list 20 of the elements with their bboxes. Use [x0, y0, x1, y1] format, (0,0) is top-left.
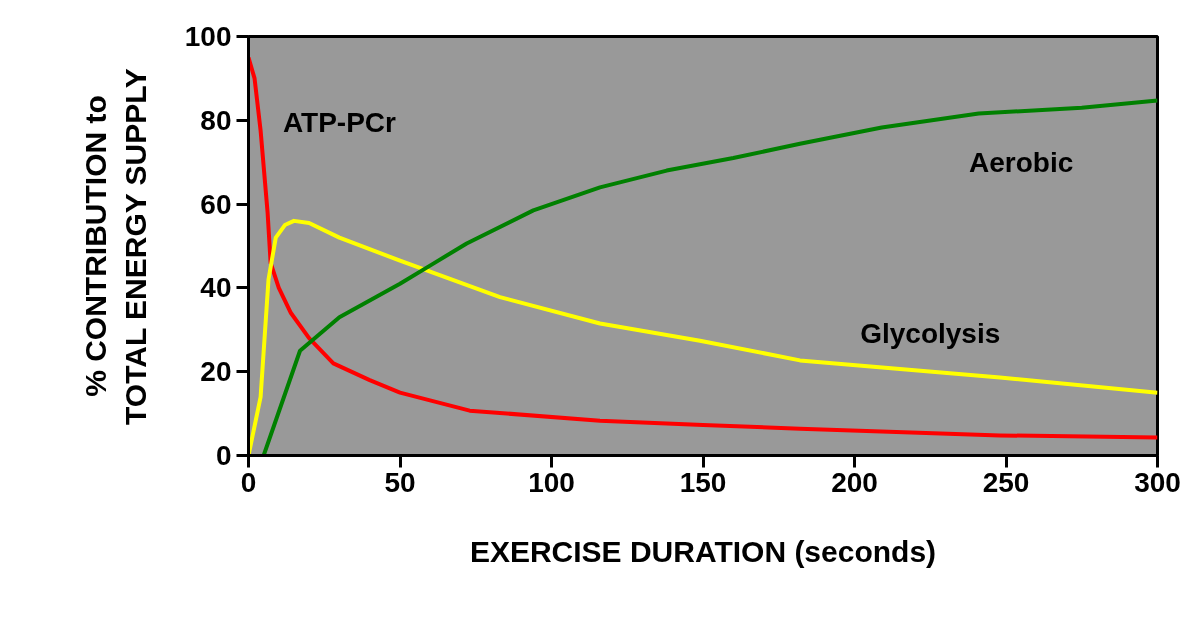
y-tick-label: 100 — [184, 21, 232, 52]
x-tick-label: 300 — [1134, 466, 1181, 498]
line-series — [248, 55, 1158, 440]
series-label: Glycolysis — [860, 318, 1001, 350]
x-tick-label: 150 — [679, 466, 727, 498]
series-label: Aerobic — [969, 146, 1074, 178]
x-axis-title: EXERCISE DURATION (seconds) — [469, 534, 937, 568]
x-tick-label: 200 — [831, 466, 878, 498]
y-tick-label: 80 — [200, 104, 232, 136]
series-label: ATP-PCr — [282, 106, 397, 138]
y-tick-label: 0 — [215, 440, 232, 471]
x-tick-label: 0 — [240, 466, 257, 498]
line-series — [261, 98, 1158, 456]
x-tick-label: 50 — [384, 466, 416, 498]
x-tick-label: 250 — [982, 466, 1030, 498]
y-axis-title: % CONTRIBUTION to TOTAL ENERGY SUPPLY — [79, 68, 152, 425]
y-tick-label: 60 — [200, 188, 232, 220]
y-tick-label: 20 — [200, 356, 232, 388]
y-tick-label: 40 — [200, 272, 232, 304]
x-tick-label: 100 — [528, 466, 575, 498]
